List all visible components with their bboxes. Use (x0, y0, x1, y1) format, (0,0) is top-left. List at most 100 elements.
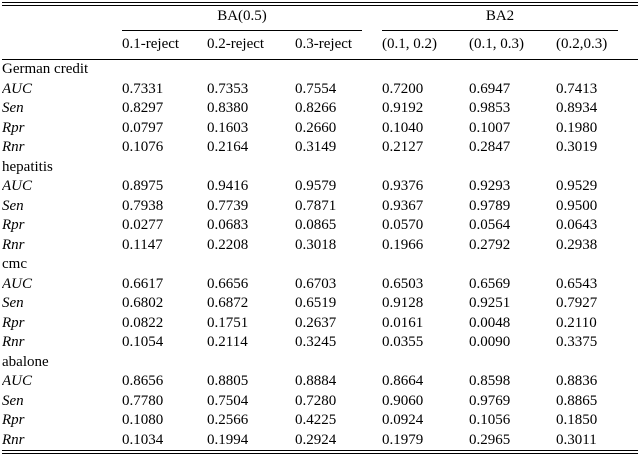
group-header-ba2: BA2 (382, 6, 638, 31)
value-cell: 0.0277 (122, 217, 164, 233)
metric-row: Sen 0.7938 0.7739 0.7871 0.9367 0.9789 0.9500 (2, 197, 638, 217)
value-cell: 0.8380 (207, 100, 249, 116)
value-cell: 0.7780 (122, 392, 164, 409)
col-header: (0.1, 0.3) (469, 36, 525, 52)
metric-row: Rpr 0.0797 0.1603 0.2660 0.1040 0.1007 0.1980 (2, 119, 638, 139)
col-header: 0.2-reject (207, 36, 265, 52)
value-cell: 0.2164 (207, 139, 249, 155)
value-cell: 0.3149 (295, 139, 337, 155)
value-cell: 0.8598 (469, 373, 511, 389)
value-cell: 0.4225 (295, 412, 337, 428)
value-cell: 0.8805 (207, 373, 249, 389)
col-header: (0.2,0.3) (556, 36, 608, 52)
value-cell: 0.6947 (469, 80, 511, 97)
group-header-ba05: BA(0.5) (122, 6, 382, 31)
value-cell: 0.0048 (469, 314, 511, 331)
value-cell: 0.7200 (382, 80, 424, 97)
metric-label: Rpr (2, 217, 25, 233)
metric-label: Rnr (2, 431, 25, 448)
value-cell: 0.0355 (382, 334, 424, 350)
table-body: German credit AUC 0.7331 0.7353 0.7554 0.7200… (2, 60, 638, 451)
metric-label: AUC (2, 80, 32, 97)
value-cell: 0.7504 (207, 392, 249, 409)
value-cell: 0.6519 (295, 295, 337, 311)
value-cell: 0.1979 (382, 431, 424, 448)
metric-label: Rnr (2, 236, 25, 253)
value-cell: 0.3019 (556, 139, 598, 155)
value-cell: 0.2847 (469, 139, 511, 155)
col-header: (0.1, 0.2) (382, 36, 438, 52)
section-header-row: German credit (2, 60, 638, 80)
group-header-row: BA(0.5) BA2 (2, 6, 638, 31)
value-cell: 0.2208 (207, 236, 249, 253)
metric-label: AUC (2, 178, 32, 194)
value-cell: 0.6503 (382, 275, 424, 292)
value-cell: 0.0643 (556, 217, 598, 233)
corner-cell (2, 31, 122, 60)
value-cell: 0.8656 (122, 373, 164, 389)
value-cell: 0.7353 (207, 80, 249, 97)
value-cell: 0.2110 (556, 314, 597, 331)
metric-row: Rnr 0.1076 0.2164 0.3149 0.2127 0.2847 0.3019 (2, 138, 638, 158)
metric-row: Sen 0.8297 0.8380 0.8266 0.9192 0.9853 0.8934 (2, 99, 638, 119)
metric-label: Sen (2, 197, 24, 214)
value-cell: 0.8297 (122, 100, 164, 116)
group-label-ba05: BA(0.5) (122, 6, 363, 31)
value-cell: 0.2660 (295, 119, 337, 136)
metric-row: AUC 0.8656 0.8805 0.8884 0.8664 0.8598 0.8836 (2, 372, 638, 392)
value-cell: 0.8865 (556, 392, 598, 409)
metric-label: Rpr (2, 314, 25, 331)
value-cell: 0.0161 (382, 314, 424, 331)
value-cell: 0.7927 (556, 295, 598, 311)
value-cell: 0.9367 (382, 197, 424, 214)
metric-row: Rnr 0.1147 0.2208 0.3018 0.1966 0.2792 0.2938 (2, 236, 638, 256)
section-header-row: cmc (2, 255, 638, 275)
value-cell: 0.9789 (469, 197, 511, 214)
metric-label: Sen (2, 100, 24, 116)
col-header: 0.1-reject (122, 36, 180, 52)
value-cell: 0.2965 (469, 431, 511, 448)
value-cell: 0.1076 (122, 139, 164, 155)
metric-row: AUC 0.7331 0.7353 0.7554 0.7200 0.6947 0.7413 (2, 80, 638, 100)
metric-row: Rpr 0.0277 0.0683 0.0865 0.0570 0.0564 0.0643 (2, 216, 638, 236)
value-cell: 0.9769 (469, 392, 511, 409)
value-cell: 0.0090 (469, 334, 511, 350)
metric-label: Rnr (2, 334, 25, 350)
value-cell: 0.3018 (295, 236, 337, 253)
value-cell: 0.8934 (556, 100, 598, 116)
results-table: BA(0.5) BA2 0.1-reject 0.2-reject 0.3-re… (2, 5, 639, 451)
value-cell: 0.1147 (122, 236, 163, 253)
value-cell: 0.9416 (207, 178, 249, 194)
value-cell: 0.9251 (469, 295, 511, 311)
value-cell: 0.7413 (556, 80, 598, 97)
value-cell: 0.9529 (556, 178, 598, 194)
metric-label: Sen (2, 295, 24, 311)
value-cell: 0.1034 (122, 431, 164, 448)
value-cell: 0.3375 (556, 334, 598, 350)
value-cell: 0.7938 (122, 197, 164, 214)
metric-label: Rpr (2, 119, 25, 136)
value-cell: 0.9192 (382, 100, 424, 116)
value-cell: 0.6703 (295, 275, 337, 292)
value-cell: 0.1054 (122, 334, 164, 350)
value-cell: 0.1040 (382, 119, 424, 136)
section-name: hepatitis (2, 158, 53, 175)
value-cell: 0.6617 (122, 275, 164, 292)
value-cell: 0.7739 (207, 197, 249, 214)
value-cell: 0.2924 (295, 431, 337, 448)
value-cell: 0.2637 (295, 314, 337, 331)
metric-label: AUC (2, 275, 32, 292)
metric-label: Rnr (2, 139, 25, 155)
value-cell: 0.0797 (122, 119, 164, 136)
section-name: abalone (2, 353, 49, 370)
col-header: 0.3-reject (295, 36, 353, 52)
value-cell: 0.1056 (469, 412, 511, 428)
value-cell: 0.8664 (382, 373, 424, 389)
value-cell: 0.6569 (469, 275, 511, 292)
section-name: cmc (2, 256, 27, 272)
section-name: German credit (2, 61, 89, 77)
metric-row: Rnr 0.1034 0.1994 0.2924 0.1979 0.2965 0.3011 (2, 431, 638, 451)
value-cell: 0.9376 (382, 178, 424, 194)
value-cell: 0.9293 (469, 178, 511, 194)
